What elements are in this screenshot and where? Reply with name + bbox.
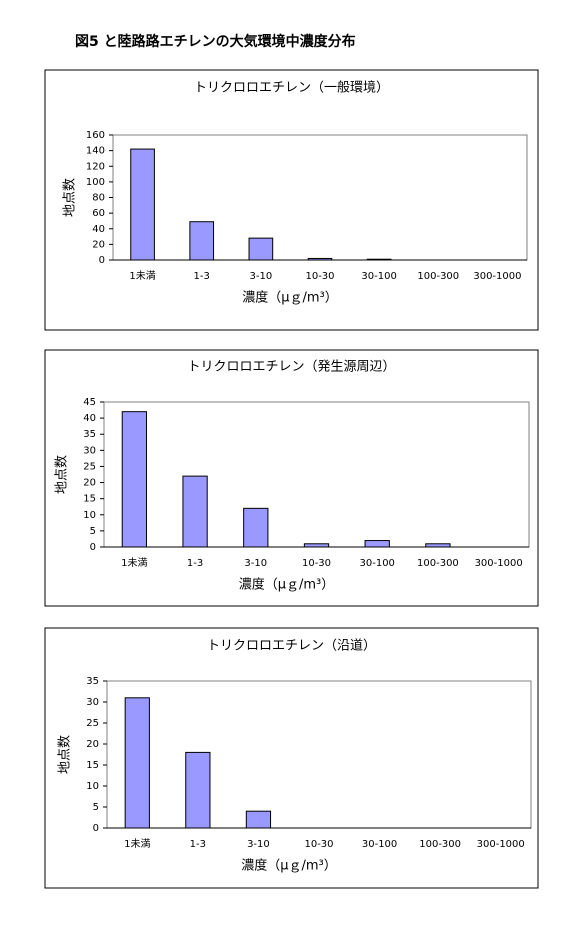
x-tick-label: 10-30 — [302, 558, 331, 569]
y-tick-label: 25 — [83, 461, 96, 472]
x-tick-label: 10-30 — [305, 271, 334, 282]
y-tick-label: 20 — [86, 739, 99, 750]
y-tick-label: 0 — [93, 823, 99, 834]
x-tick-label: 1未満 — [121, 557, 147, 569]
y-tick-label: 0 — [99, 255, 105, 266]
x-tick-label: 300-1000 — [475, 558, 523, 569]
x-tick-label: 1-3 — [194, 271, 210, 282]
y-tick-label: 15 — [83, 494, 96, 505]
x-tick-label: 30-100 — [362, 839, 397, 850]
x-tick-label: 100-300 — [419, 839, 461, 850]
x-axis-label: 濃度（μｇ/m³） — [242, 290, 338, 306]
y-tick-label: 20 — [83, 478, 96, 489]
y-tick-label: 10 — [86, 781, 99, 792]
y-tick-label: 15 — [86, 760, 99, 771]
y-tick-label: 160 — [86, 130, 105, 141]
x-tick-label: 1-3 — [187, 558, 203, 569]
bar — [130, 148, 155, 261]
bar — [248, 237, 274, 261]
bar — [124, 697, 150, 829]
y-tick-label: 80 — [92, 193, 105, 204]
y-tick-label: 60 — [92, 208, 105, 219]
bar — [243, 507, 269, 548]
y-tick-label: 100 — [86, 177, 105, 188]
y-tick-label: 45 — [83, 397, 96, 408]
x-tick-label: 30-100 — [361, 271, 396, 282]
y-tick-label: 25 — [86, 718, 99, 729]
y-tick-label: 10 — [83, 510, 96, 521]
y-axis-label: 地点数 — [63, 178, 78, 217]
bar — [245, 810, 272, 829]
y-tick-label: 0 — [90, 542, 96, 553]
x-axis-label: 濃度（μｇ/m³） — [239, 577, 335, 593]
y-tick-label: 20 — [92, 239, 105, 250]
bar — [121, 411, 148, 548]
y-tick-label: 5 — [90, 526, 96, 537]
y-axis-label: 地点数 — [55, 455, 70, 494]
y-tick-label: 120 — [86, 161, 105, 172]
y-tick-label: 35 — [83, 429, 96, 440]
y-tick-label: 30 — [86, 697, 99, 708]
x-tick-label: 1未満 — [129, 270, 155, 282]
x-tick-label: 30-100 — [360, 558, 395, 569]
plot-area — [103, 401, 530, 548]
x-tick-label: 1-3 — [190, 839, 206, 850]
y-axis-label: 地点数 — [58, 735, 73, 774]
x-tick-label: 100-300 — [417, 558, 459, 569]
y-tick-label: 30 — [83, 445, 96, 456]
y-tick-label: 140 — [86, 146, 105, 157]
x-tick-label: 300-1000 — [477, 839, 525, 850]
y-tick-label: 35 — [86, 676, 99, 687]
y-tick-label: 5 — [93, 802, 99, 813]
bar — [364, 540, 390, 548]
x-tick-label: 300-1000 — [473, 271, 521, 282]
chart-title: トリクロロエチレン（一般環境） — [194, 80, 389, 96]
y-tick-label: 40 — [83, 413, 96, 424]
bar — [185, 751, 211, 829]
chart-title: トリクロロエチレン（発生源周辺） — [187, 360, 395, 375]
page-title: 図5 と陸路路エチレンの大気環境中濃度分布 — [75, 33, 356, 50]
x-tick-label: 3-10 — [244, 558, 267, 569]
x-tick-label: 3-10 — [250, 271, 273, 282]
x-tick-label: 100-300 — [417, 271, 459, 282]
bar — [182, 475, 208, 548]
plot-area — [112, 134, 528, 261]
x-tick-label: 3-10 — [247, 839, 270, 850]
x-tick-label: 10-30 — [304, 839, 333, 850]
plot-area — [106, 680, 532, 829]
x-axis-label: 濃度（μｇ/m³） — [241, 858, 337, 874]
chart-title: トリクロロエチレン（沿道） — [207, 639, 376, 654]
x-tick-label: 1未満 — [124, 838, 150, 850]
bar — [189, 221, 215, 261]
y-tick-label: 40 — [92, 224, 105, 235]
